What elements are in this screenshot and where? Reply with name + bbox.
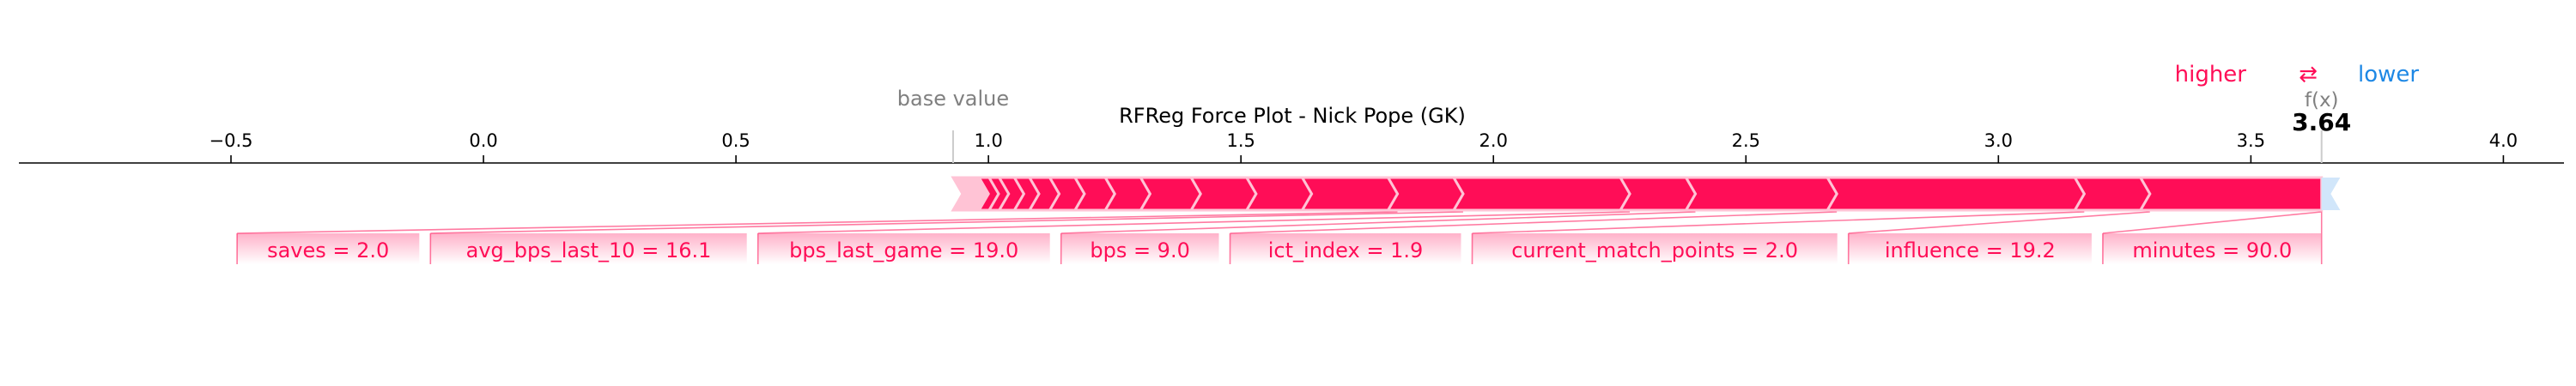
force-bar-segment bbox=[2072, 176, 2152, 212]
feature-connectors bbox=[236, 210, 2323, 264]
label-box-shade bbox=[430, 233, 747, 264]
x-tick-label: 2.5 bbox=[1732, 130, 1760, 151]
legend-arrow-icon: ⇄ bbox=[2299, 62, 2318, 87]
legend-lower-label: lower bbox=[2358, 62, 2419, 87]
label-connector-line bbox=[1230, 211, 1838, 234]
label-connector-line bbox=[757, 211, 1631, 234]
x-tick-label: 2.0 bbox=[1479, 130, 1508, 151]
negative-bar-segment bbox=[2321, 178, 2341, 210]
force-bar-segment bbox=[1451, 176, 1631, 212]
label-connector-line bbox=[2102, 211, 2322, 234]
force-bar-segment bbox=[1683, 176, 1838, 212]
output-value-label: f(x) bbox=[2305, 89, 2339, 112]
label-connector-line bbox=[1472, 211, 2085, 234]
force-bar-segment bbox=[2138, 176, 2324, 212]
force-bar-segment bbox=[1299, 176, 1400, 212]
x-tick-label: 0.5 bbox=[721, 130, 750, 151]
feature-label: avg_bps_last_10 = 16.1 bbox=[466, 238, 712, 262]
legend-higher-label: higher bbox=[2175, 62, 2247, 87]
x-tick-label: 3.5 bbox=[2237, 130, 2265, 151]
force-bar-segment bbox=[1385, 176, 1465, 212]
x-tick-label: 3.0 bbox=[1984, 130, 2013, 151]
label-box-shade bbox=[1848, 233, 2092, 264]
x-tick-label: 4.0 bbox=[2489, 130, 2518, 151]
label-connector-line bbox=[430, 211, 1463, 234]
label-box-shade bbox=[1060, 233, 1219, 264]
x-tick-label: 1.5 bbox=[1226, 130, 1255, 151]
base-value-label: base value bbox=[897, 87, 1009, 111]
output-value: 3.64 bbox=[2292, 108, 2351, 136]
x-tick-label: 1.0 bbox=[974, 130, 1002, 151]
feature-label: bps_last_game = 19.0 bbox=[789, 238, 1018, 262]
label-box-shade bbox=[237, 233, 420, 264]
label-connector-line bbox=[1848, 211, 2150, 234]
label-box-shade bbox=[757, 233, 1050, 264]
feature-label: bps = 9.0 bbox=[1090, 238, 1190, 262]
label-box-shade bbox=[2102, 233, 2322, 264]
x-axis-ticks: −0.5 0.0 0.5 1.0 1.5 2.0 2.5 3.0 3.5 4.0 bbox=[210, 130, 2518, 163]
x-tick-label: 0.0 bbox=[469, 130, 497, 151]
chart-title: RFReg Force Plot - Nick Pope (GK) bbox=[1119, 104, 1466, 128]
feature-label: ict_index = 1.9 bbox=[1268, 238, 1423, 262]
x-tick-label: −0.5 bbox=[210, 130, 253, 151]
label-box-shade bbox=[1472, 233, 1838, 264]
force-bar bbox=[951, 176, 2341, 212]
feature-labels: saves = 2.0 avg_bps_last_10 = 16.1 bps_las… bbox=[267, 238, 2292, 262]
label-box-shade bbox=[1230, 233, 1461, 264]
label-connector-line bbox=[1060, 211, 1696, 234]
feature-label: current_match_points = 2.0 bbox=[1511, 238, 1798, 262]
feature-label: minutes = 90.0 bbox=[2132, 238, 2292, 262]
force-bar-segment bbox=[1825, 176, 2087, 212]
feature-label: saves = 2.0 bbox=[267, 238, 389, 262]
label-connector-line bbox=[237, 211, 1398, 234]
force-bar-segment bbox=[1618, 176, 1698, 212]
force-bar-segment bbox=[951, 176, 990, 212]
feature-label: influence = 19.2 bbox=[1885, 238, 2056, 262]
